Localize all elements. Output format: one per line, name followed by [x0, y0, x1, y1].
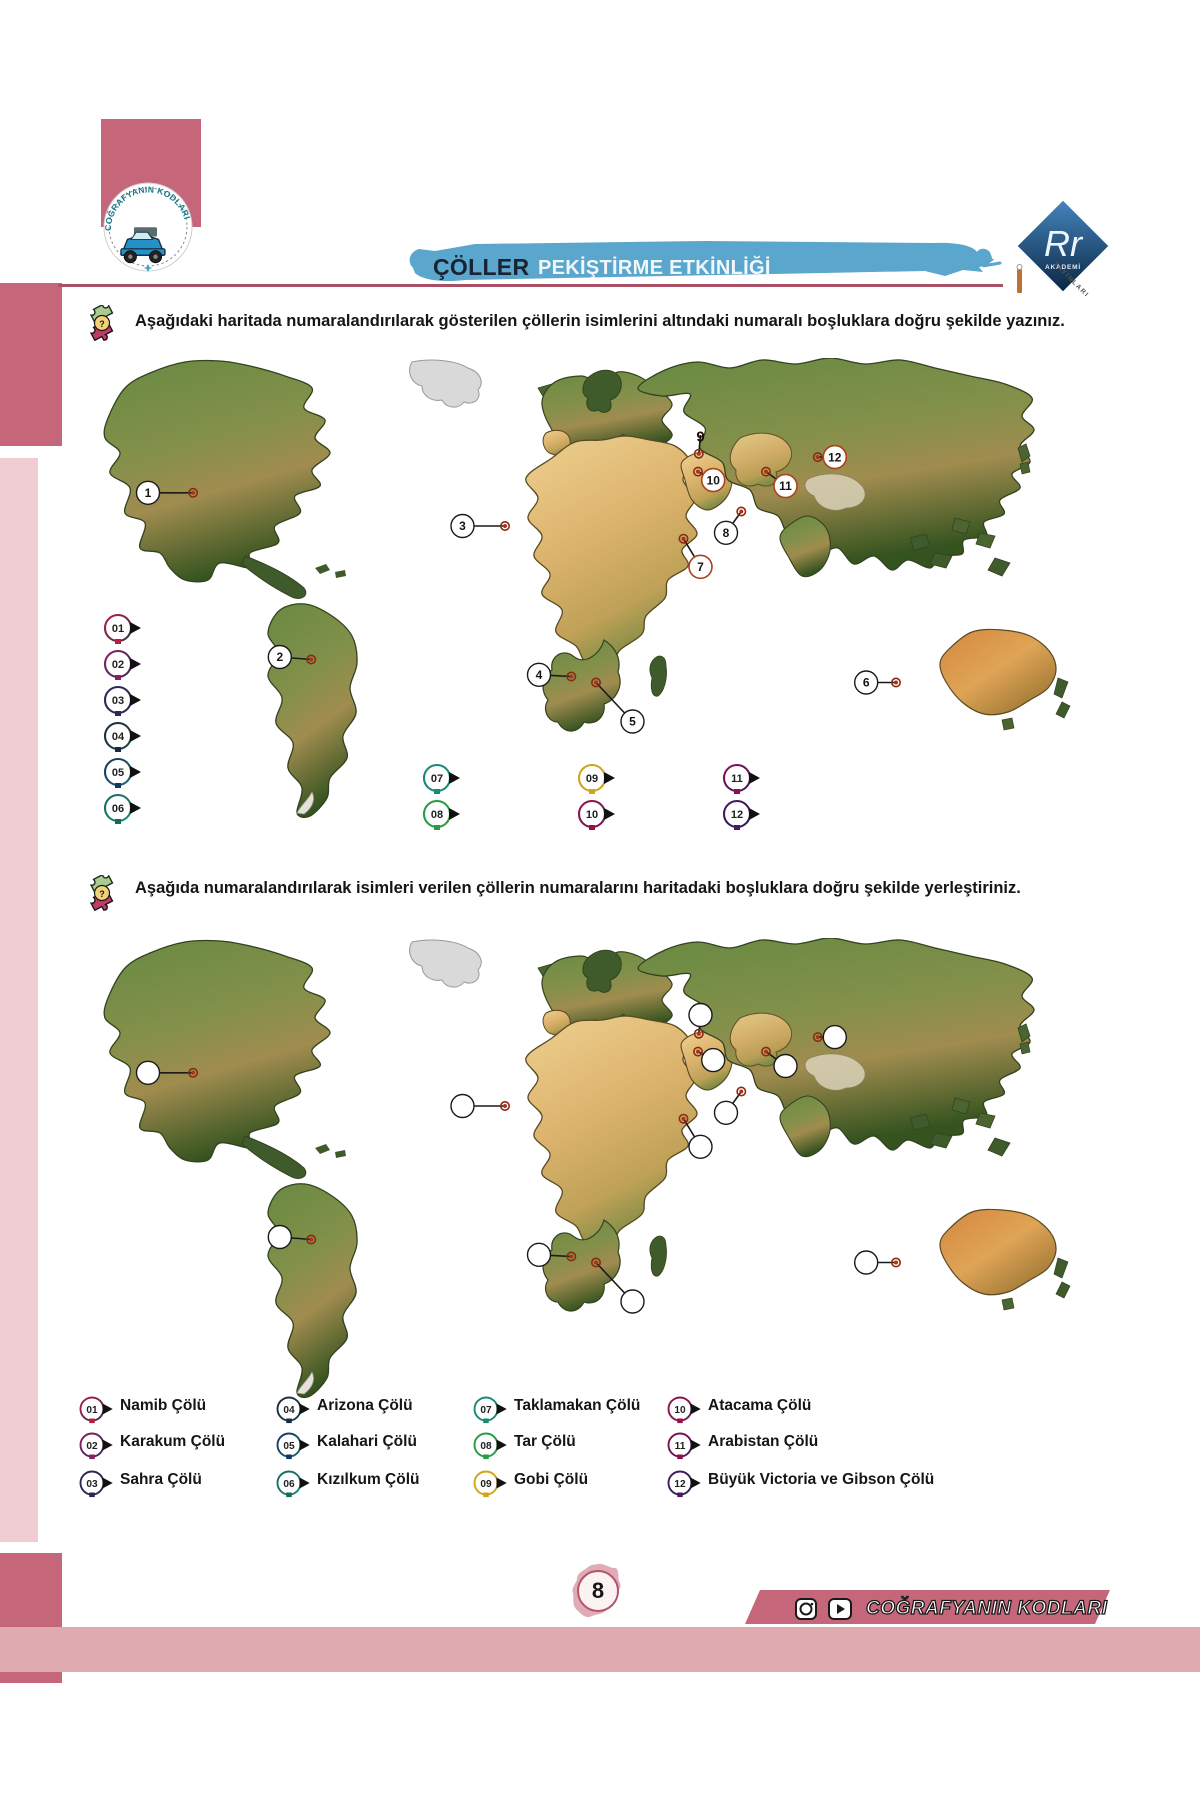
svg-text:07: 07: [480, 1405, 492, 1416]
svg-text:10: 10: [674, 1405, 686, 1416]
svg-text:03: 03: [86, 1479, 98, 1490]
svg-text:09: 09: [480, 1479, 492, 1490]
svg-text:02: 02: [86, 1441, 98, 1452]
svg-text:05: 05: [283, 1441, 295, 1452]
svg-text:11: 11: [675, 1441, 686, 1452]
svg-text:12: 12: [674, 1479, 686, 1490]
svg-text:04: 04: [283, 1405, 295, 1416]
svg-text:08: 08: [480, 1441, 492, 1452]
svg-text:06: 06: [283, 1479, 295, 1490]
svg-text:8: 8: [592, 1578, 604, 1603]
svg-text:01: 01: [86, 1405, 98, 1416]
